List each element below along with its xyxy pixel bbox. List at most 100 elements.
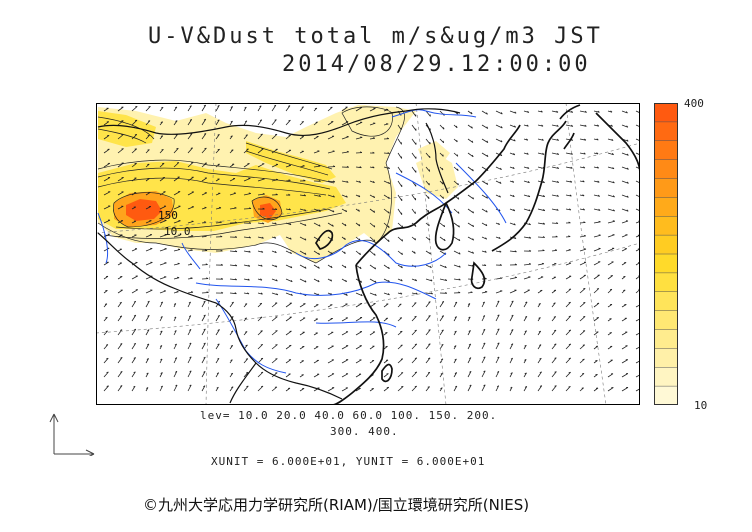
- wind-vector: [215, 148, 220, 154]
- wind-vector-head: [189, 263, 193, 265]
- wind-vector: [509, 343, 514, 350]
- wind-vector-head: [581, 387, 584, 389]
- wind-vector-head: [217, 357, 220, 360]
- wind-vector: [103, 330, 108, 336]
- wind-vector-head: [317, 279, 320, 283]
- wind-vector: [607, 261, 614, 266]
- wind-vector: [551, 124, 559, 127]
- graticule-line: [205, 103, 217, 405]
- wind-vector-head: [230, 359, 233, 361]
- wind-vector: [551, 302, 556, 308]
- wind-vector: [411, 138, 417, 145]
- wind-vector: [271, 302, 278, 308]
- wind-vector-head: [598, 208, 601, 211]
- wind-vector: [383, 278, 390, 283]
- wind-vector-head: [626, 153, 629, 156]
- wind-vector: [593, 274, 600, 280]
- wind-vector-head: [147, 149, 150, 151]
- wind-vector-head: [360, 293, 363, 297]
- wind-vector-head: [571, 124, 574, 127]
- wind-vector: [495, 371, 500, 378]
- wind-vector-head: [611, 138, 614, 141]
- wind-vector-head: [524, 372, 527, 375]
- wind-vector-head: [161, 149, 164, 151]
- wind-vector-head: [442, 140, 445, 143]
- river: [195, 281, 437, 300]
- wind-vector: [467, 371, 472, 378]
- wind-vector: [383, 303, 389, 308]
- wind-vector: [215, 358, 220, 364]
- wind-vector: [383, 373, 389, 378]
- wind-vector-head: [483, 356, 486, 359]
- graticule-line: [96, 142, 640, 234]
- wind-vector: [397, 264, 403, 269]
- wind-vector: [285, 149, 292, 154]
- wind-vector: [131, 234, 137, 238]
- coastline-japan-hokkaido: [559, 104, 581, 120]
- wind-vector-head: [485, 223, 488, 227]
- wind-vector: [565, 194, 572, 197]
- wind-vector: [201, 147, 207, 154]
- wind-vector-head: [247, 292, 250, 295]
- wind-vector: [299, 264, 307, 269]
- wind-vector-head: [359, 166, 362, 169]
- wind-vector: [173, 120, 178, 126]
- wind-vector-head: [458, 211, 460, 214]
- wind-vector-head: [497, 370, 500, 373]
- wind-vector-head: [524, 315, 528, 318]
- wind-vector: [271, 119, 277, 126]
- wind-vector: [481, 291, 488, 294]
- wind-vector: [425, 386, 430, 392]
- wind-vector-head: [469, 370, 472, 373]
- wind-vector: [327, 345, 334, 350]
- wind-vector-head: [260, 357, 264, 360]
- colorbar-segment: [654, 121, 678, 142]
- wind-vector-head: [556, 208, 559, 211]
- wind-vector: [565, 288, 572, 294]
- wind-vector-head: [454, 385, 458, 388]
- wind-vector-head: [248, 192, 251, 194]
- wind-vector-head: [275, 208, 278, 210]
- wind-vector: [537, 194, 545, 198]
- coastline-china-east: [331, 264, 385, 405]
- wind-vector-head: [457, 168, 459, 171]
- wind-vector: [103, 357, 109, 364]
- wind-vector-field: [103, 104, 640, 392]
- wind-vector: [411, 166, 417, 173]
- wind-vector-head: [526, 152, 529, 155]
- wind-vector: [173, 134, 179, 140]
- wind-vector: [173, 384, 178, 392]
- wind-vector: [383, 166, 390, 169]
- wind-vector: [607, 152, 614, 156]
- wind-vector: [579, 248, 587, 252]
- dust-core-west: [126, 199, 162, 221]
- wind-vector: [453, 316, 457, 322]
- wind-vector: [257, 357, 264, 364]
- wind-vector: [313, 359, 319, 364]
- wind-vector-head: [204, 133, 207, 135]
- coastline-taiwan: [381, 363, 393, 383]
- colorbar-segment: [654, 272, 678, 293]
- wind-vector-head: [120, 371, 123, 373]
- wind-vector: [327, 194, 335, 198]
- wind-vector-head: [358, 209, 360, 212]
- wind-vector-head: [160, 135, 163, 137]
- vector-units: XUNIT = 6.000E+01, YUNIT = 6.000E+01: [211, 455, 486, 468]
- x-arrow-head: [85, 449, 95, 455]
- wind-vector-head: [234, 278, 237, 281]
- wind-vector-head: [358, 195, 361, 198]
- wind-vector: [355, 331, 363, 336]
- wind-vector-head: [442, 182, 444, 185]
- wind-vector: [313, 387, 320, 392]
- wind-vector: [537, 152, 545, 155]
- wind-vector: [467, 222, 474, 228]
- wind-vector-head: [331, 252, 333, 255]
- wind-vector-head: [290, 279, 293, 283]
- wind-vector: [509, 277, 517, 280]
- wind-vector-head: [524, 386, 527, 388]
- wind-vector: [327, 373, 335, 378]
- wind-vector-head: [190, 133, 193, 135]
- wind-vector: [145, 106, 151, 112]
- wind-vector-head: [538, 330, 541, 333]
- wind-vector: [271, 133, 278, 140]
